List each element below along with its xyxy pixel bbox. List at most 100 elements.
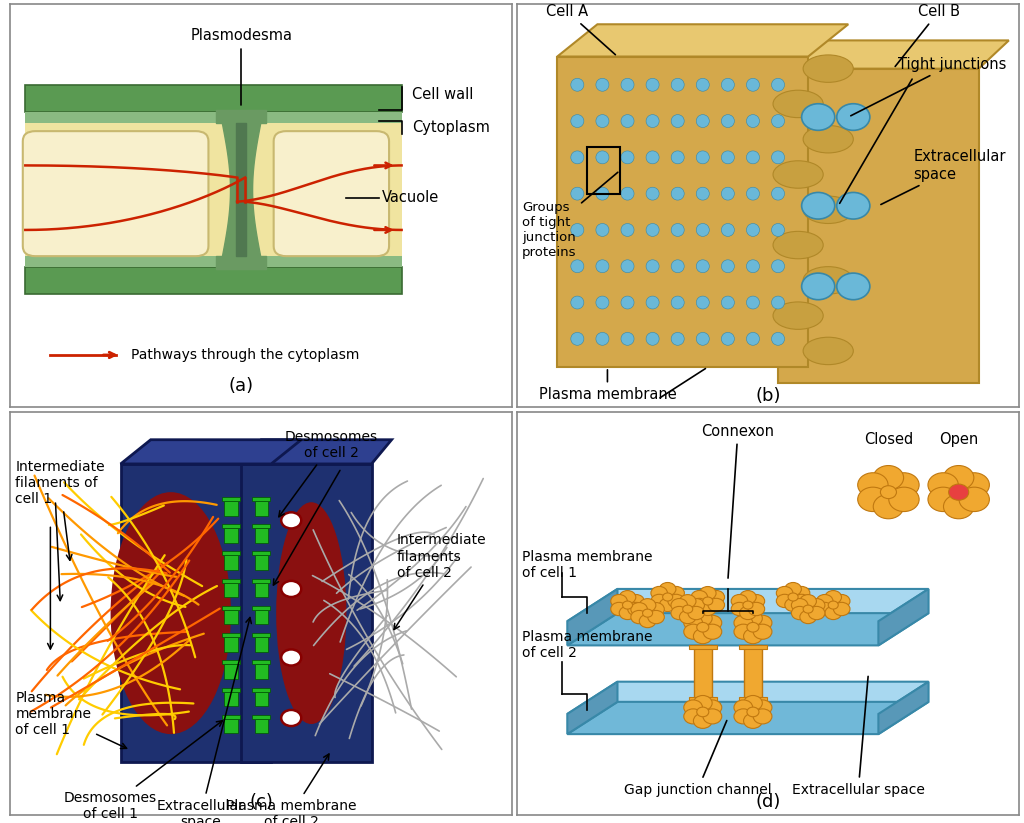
- Circle shape: [610, 602, 628, 616]
- Circle shape: [749, 594, 765, 608]
- Circle shape: [928, 487, 958, 512]
- Circle shape: [671, 607, 687, 620]
- Ellipse shape: [771, 296, 784, 309]
- Ellipse shape: [696, 151, 710, 164]
- Ellipse shape: [696, 78, 710, 91]
- Bar: [224, 556, 238, 570]
- Bar: [224, 528, 238, 542]
- Ellipse shape: [646, 260, 659, 272]
- Ellipse shape: [696, 224, 710, 236]
- Circle shape: [734, 709, 753, 724]
- Circle shape: [754, 616, 772, 630]
- Circle shape: [749, 602, 765, 616]
- Bar: [255, 718, 267, 733]
- Circle shape: [873, 495, 903, 518]
- Circle shape: [282, 581, 301, 597]
- Circle shape: [889, 487, 920, 512]
- Circle shape: [754, 624, 772, 639]
- Ellipse shape: [746, 224, 760, 236]
- Circle shape: [794, 587, 810, 600]
- Text: Open: Open: [939, 432, 978, 447]
- Ellipse shape: [721, 151, 734, 164]
- Ellipse shape: [570, 151, 584, 164]
- Circle shape: [693, 629, 712, 644]
- Bar: [222, 714, 240, 718]
- Text: Pathways through the cytoplasm: Pathways through the cytoplasm: [131, 348, 359, 362]
- Ellipse shape: [746, 332, 760, 346]
- Polygon shape: [121, 464, 271, 762]
- Text: Desmosomes
of cell 2: Desmosomes of cell 2: [279, 430, 378, 517]
- Text: Cell B: Cell B: [895, 4, 959, 67]
- Circle shape: [754, 700, 772, 715]
- Circle shape: [746, 622, 759, 632]
- Bar: [224, 583, 238, 597]
- Ellipse shape: [646, 114, 659, 128]
- Circle shape: [683, 605, 692, 613]
- Circle shape: [651, 594, 668, 607]
- Bar: [26, 267, 401, 295]
- Text: Closed: Closed: [864, 432, 913, 447]
- Ellipse shape: [771, 114, 784, 128]
- Ellipse shape: [646, 187, 659, 200]
- Circle shape: [837, 104, 869, 130]
- Circle shape: [684, 616, 702, 630]
- Text: Plasmodesma: Plasmodesma: [190, 29, 293, 105]
- Circle shape: [671, 598, 687, 611]
- Text: Plasma membrane: Plasma membrane: [539, 370, 676, 402]
- Circle shape: [708, 590, 725, 604]
- Circle shape: [631, 611, 647, 624]
- Ellipse shape: [803, 337, 853, 365]
- Bar: [224, 610, 238, 625]
- Bar: [255, 528, 267, 542]
- Ellipse shape: [773, 302, 823, 329]
- Ellipse shape: [596, 78, 609, 91]
- Ellipse shape: [746, 114, 760, 128]
- Bar: [255, 556, 267, 570]
- Ellipse shape: [646, 151, 659, 164]
- Circle shape: [834, 594, 850, 608]
- Circle shape: [691, 598, 708, 611]
- Bar: [222, 579, 240, 583]
- Circle shape: [696, 622, 709, 632]
- Ellipse shape: [621, 114, 634, 128]
- Circle shape: [282, 649, 301, 666]
- Circle shape: [788, 593, 798, 601]
- Ellipse shape: [803, 55, 853, 82]
- Circle shape: [858, 487, 888, 512]
- Ellipse shape: [721, 332, 734, 346]
- Polygon shape: [567, 613, 929, 645]
- Ellipse shape: [746, 296, 760, 309]
- Circle shape: [659, 583, 676, 596]
- Polygon shape: [778, 40, 1009, 68]
- Circle shape: [837, 273, 869, 300]
- Ellipse shape: [596, 224, 609, 236]
- Circle shape: [794, 594, 810, 607]
- Circle shape: [703, 709, 722, 724]
- Text: Extracellular
space: Extracellular space: [881, 149, 1006, 205]
- Text: (d): (d): [756, 793, 780, 811]
- Ellipse shape: [721, 260, 734, 272]
- Ellipse shape: [596, 187, 609, 200]
- Ellipse shape: [746, 78, 760, 91]
- Polygon shape: [567, 681, 617, 734]
- Bar: [252, 551, 270, 556]
- Circle shape: [837, 193, 869, 219]
- Circle shape: [680, 611, 696, 624]
- Bar: [252, 606, 270, 610]
- Ellipse shape: [696, 332, 710, 346]
- Ellipse shape: [746, 151, 760, 164]
- Ellipse shape: [570, 224, 584, 236]
- Circle shape: [754, 709, 772, 724]
- Bar: [255, 664, 267, 679]
- Circle shape: [784, 583, 802, 596]
- Ellipse shape: [696, 187, 710, 200]
- Ellipse shape: [570, 260, 584, 272]
- Bar: [26, 85, 401, 112]
- Bar: [252, 524, 270, 528]
- Ellipse shape: [771, 78, 784, 91]
- Circle shape: [282, 512, 301, 528]
- Ellipse shape: [771, 224, 784, 236]
- FancyBboxPatch shape: [273, 131, 389, 256]
- Circle shape: [684, 709, 702, 724]
- Circle shape: [639, 598, 655, 612]
